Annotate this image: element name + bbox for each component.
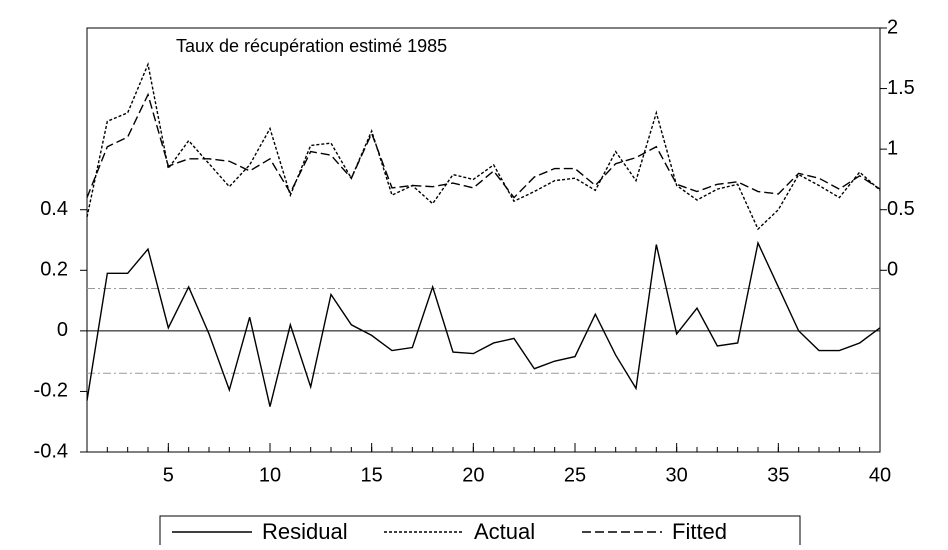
y-tick-label: 0.4 bbox=[40, 198, 68, 220]
x-tick-label: 10 bbox=[259, 464, 281, 486]
x-tick-label: 35 bbox=[767, 464, 789, 486]
x-tick-label: 20 bbox=[462, 464, 484, 486]
y2-tick-label: 2 bbox=[887, 16, 898, 38]
y2-tick-label: 1 bbox=[887, 137, 898, 159]
series-line bbox=[86, 92, 881, 199]
plot-frame bbox=[86, 27, 881, 453]
y-tick-label: 0 bbox=[57, 319, 68, 341]
series-line bbox=[86, 240, 881, 407]
x-tick-label: 25 bbox=[564, 464, 586, 486]
y2-tick-label: 0 bbox=[887, 259, 898, 281]
y2-tick-label: 0.5 bbox=[887, 198, 915, 220]
legend-label: Residual bbox=[262, 519, 348, 544]
y-tick-label: -0.4 bbox=[34, 440, 68, 462]
legend-label: Fitted bbox=[672, 519, 727, 544]
y-tick-label: 0.2 bbox=[40, 259, 68, 281]
y-tick-label: -0.2 bbox=[34, 380, 68, 402]
x-tick-label: 5 bbox=[163, 464, 174, 486]
x-tick-label: 30 bbox=[666, 464, 688, 486]
legend-label: Actual bbox=[474, 519, 535, 544]
y2-tick-label: 1.5 bbox=[887, 77, 915, 99]
series-line bbox=[86, 61, 881, 231]
x-tick-label: 15 bbox=[361, 464, 383, 486]
legend-box bbox=[159, 515, 801, 550]
chart-title: Taux de récupération estimé 1985 bbox=[176, 36, 447, 56]
x-tick-label: 40 bbox=[869, 464, 891, 486]
